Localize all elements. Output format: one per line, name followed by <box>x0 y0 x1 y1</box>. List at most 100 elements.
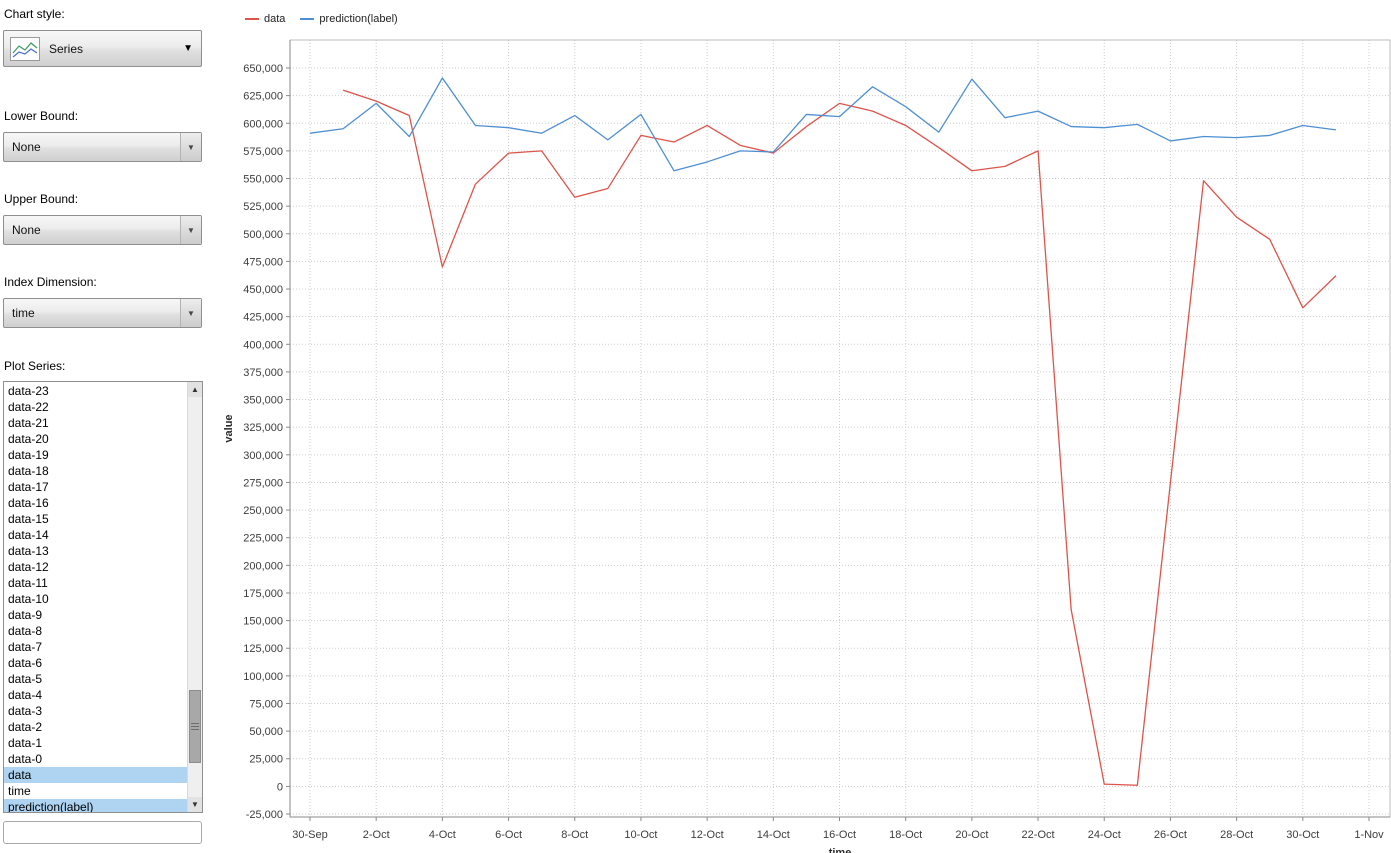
plot-series-listbox[interactable]: data-23 data-22 data-21 data-20 data-19 data-… <box>3 381 203 813</box>
plot-series-scrollbar[interactable]: ▲ ▼ <box>187 382 202 812</box>
plot-series-item[interactable]: data-23 <box>8 384 49 398</box>
plot-series-item[interactable]: data-16 <box>8 496 49 510</box>
plot-series-label: Plot Series: <box>4 359 66 373</box>
svg-text:275,000: 275,000 <box>243 477 283 489</box>
series-filter-input[interactable] <box>3 821 202 844</box>
svg-text:225,000: 225,000 <box>243 533 283 545</box>
svg-text:14-Oct: 14-Oct <box>757 829 790 841</box>
lower-bound-value: None <box>12 140 41 154</box>
svg-text:375,000: 375,000 <box>243 367 283 379</box>
index-dimension-label: Index Dimension: <box>4 275 97 289</box>
svg-text:475,000: 475,000 <box>243 256 283 268</box>
plot-series-item[interactable]: data-17 <box>8 480 49 494</box>
svg-text:26-Oct: 26-Oct <box>1154 829 1187 841</box>
data-series-swatch-icon <box>245 18 259 20</box>
plot-series-item[interactable]: data-7 <box>8 640 43 654</box>
svg-text:2-Oct: 2-Oct <box>363 829 390 841</box>
plot-series-item[interactable]: prediction(label) <box>4 799 187 812</box>
svg-text:12-Oct: 12-Oct <box>691 829 724 841</box>
scroll-down-button[interactable]: ▼ <box>188 797 202 812</box>
plot-series-item[interactable]: data-11 <box>8 576 48 590</box>
svg-text:0: 0 <box>277 781 283 793</box>
index-dimension-value: time <box>12 306 35 320</box>
plot-series-item[interactable]: data-14 <box>8 528 49 542</box>
plot-series-item[interactable]: data-2 <box>8 720 43 734</box>
svg-text:200,000: 200,000 <box>243 560 283 572</box>
plot-series-list: data-23 data-22 data-21 data-20 data-19 data-… <box>4 383 187 812</box>
svg-text:550,000: 550,000 <box>243 174 283 186</box>
svg-text:20-Oct: 20-Oct <box>955 829 988 841</box>
svg-text:28-Oct: 28-Oct <box>1220 829 1253 841</box>
line-chart[interactable]: -25,000 0 25,000 50,000 75,000 100,000 125,000… <box>205 0 1391 853</box>
plot-series-item[interactable]: data-9 <box>8 608 43 622</box>
plot-series-item[interactable]: data-5 <box>8 672 43 686</box>
series-chart-icon <box>10 36 40 61</box>
svg-text:4-Oct: 4-Oct <box>429 829 456 841</box>
chart-style-dropdown[interactable]: Series ▼ <box>3 30 202 67</box>
svg-text:300,000: 300,000 <box>243 450 283 462</box>
upper-bound-dropdown[interactable]: None ▼ <box>3 215 202 245</box>
svg-text:450,000: 450,000 <box>243 284 283 296</box>
prediction-series-swatch-icon <box>300 18 315 20</box>
plot-series-item[interactable]: data-22 <box>8 400 49 414</box>
plot-series-item[interactable]: data-15 <box>8 512 49 526</box>
chevron-down-icon: ▼ <box>180 216 201 244</box>
svg-text:50,000: 50,000 <box>249 726 283 738</box>
plot-series-item[interactable]: data-0 <box>8 752 43 766</box>
plot-series-item[interactable]: data-19 <box>8 448 49 462</box>
chart-style-value: Series <box>49 41 84 56</box>
svg-text:22-Oct: 22-Oct <box>1022 829 1055 841</box>
svg-text:650,000: 650,000 <box>243 63 283 75</box>
svg-text:16-Oct: 16-Oct <box>823 829 856 841</box>
svg-text:575,000: 575,000 <box>243 146 283 158</box>
chevron-down-icon: ▼ <box>180 133 201 161</box>
plot-series-item[interactable]: data-1 <box>8 736 43 750</box>
legend-item-data: data <box>245 13 285 25</box>
svg-text:75,000: 75,000 <box>249 698 283 710</box>
chart-style-label: Chart style: <box>4 7 65 21</box>
plot-series-item[interactable]: data-12 <box>8 560 49 574</box>
plot-series-item[interactable]: data <box>4 767 187 783</box>
chart-area: data prediction(label) -25,000 0 25,000 50,… <box>205 0 1391 853</box>
svg-text:8-Oct: 8-Oct <box>561 829 588 841</box>
legend-item-prediction: prediction(label) <box>300 13 398 25</box>
plot-series-item[interactable]: data-3 <box>8 704 43 718</box>
plot-series-item[interactable]: data-6 <box>8 656 43 670</box>
chevron-down-icon: ▼ <box>180 299 201 327</box>
plot-series-item[interactable]: data-18 <box>8 464 49 478</box>
svg-text:125,000: 125,000 <box>243 643 283 655</box>
legend-label-data: data <box>264 13 286 25</box>
upper-bound-value: None <box>12 223 41 237</box>
plot-series-item[interactable]: data-4 <box>8 688 43 702</box>
scrollbar-track[interactable] <box>188 397 202 797</box>
scroll-down-icon: ▼ <box>191 800 199 809</box>
plot-series-item[interactable]: data-8 <box>8 624 43 638</box>
svg-text:500,000: 500,000 <box>243 229 283 241</box>
lower-bound-dropdown[interactable]: None ▼ <box>3 132 202 162</box>
svg-text:600,000: 600,000 <box>243 118 283 130</box>
svg-text:100,000: 100,000 <box>243 671 283 683</box>
chevron-down-icon: ▼ <box>183 43 193 54</box>
scrollbar-thumb[interactable] <box>189 690 201 763</box>
plot-series-item[interactable]: time <box>8 784 31 798</box>
svg-text:value: value <box>223 414 235 442</box>
lower-bound-label: Lower Bound: <box>4 109 79 123</box>
plot-series-item[interactable]: data-13 <box>8 544 49 558</box>
scroll-up-button[interactable]: ▲ <box>188 382 202 397</box>
plot-series-item[interactable]: data-21 <box>8 416 49 430</box>
svg-text:525,000: 525,000 <box>243 201 283 213</box>
plot-series-item[interactable]: data-10 <box>8 592 49 606</box>
svg-text:1-Nov: 1-Nov <box>1354 829 1384 841</box>
svg-text:25,000: 25,000 <box>249 754 283 766</box>
svg-text:425,000: 425,000 <box>243 312 283 324</box>
settings-sidebar: Chart style: Series ▼ Lower Bound: None … <box>0 0 205 853</box>
svg-text:6-Oct: 6-Oct <box>495 829 522 841</box>
plot-series-item[interactable]: data-20 <box>8 432 49 446</box>
svg-text:250,000: 250,000 <box>243 505 283 517</box>
svg-text:175,000: 175,000 <box>243 588 283 600</box>
index-dimension-dropdown[interactable]: time ▼ <box>3 298 202 328</box>
scroll-up-icon: ▲ <box>191 385 199 394</box>
svg-text:18-Oct: 18-Oct <box>889 829 922 841</box>
upper-bound-label: Upper Bound: <box>4 192 79 206</box>
svg-text:150,000: 150,000 <box>243 616 283 628</box>
